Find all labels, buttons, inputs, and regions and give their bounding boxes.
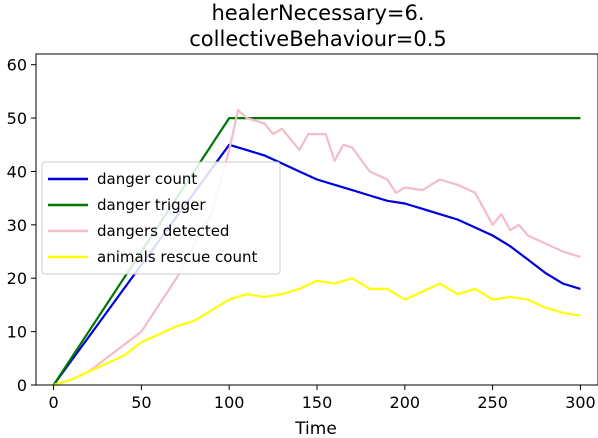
- x-tick-label: 250: [477, 393, 508, 412]
- series-line-danger-trigger: [52, 117, 581, 386]
- x-tick-label: 300: [565, 393, 596, 412]
- legend-label: dangers detected: [97, 222, 229, 240]
- x-tick-label: 100: [214, 393, 245, 412]
- x-axis-label: Time: [294, 419, 337, 438]
- x-tick-label: 50: [131, 393, 151, 412]
- y-tick-label: 30: [7, 216, 27, 235]
- x-tick-label: 150: [302, 393, 333, 412]
- y-tick-label: 0: [17, 376, 27, 395]
- series-line-dangers-detected: [53, 109, 581, 387]
- x-tick-label: 0: [48, 393, 58, 412]
- y-tick-label: 40: [7, 162, 27, 181]
- y-tick-label: 50: [7, 109, 27, 128]
- series-line-animals-rescue-count: [53, 277, 581, 387]
- y-tick-label: 20: [7, 269, 27, 288]
- y-tick-label: 10: [7, 323, 27, 342]
- y-axis: 0 10 20 30 40 50 60: [7, 56, 36, 395]
- y-tick-label: 60: [7, 56, 27, 75]
- legend-label: danger trigger: [97, 196, 206, 214]
- chart-title-line2: collectiveBehaviour=0.5: [189, 27, 447, 51]
- x-tick-label: 200: [390, 393, 421, 412]
- legend-label: danger count: [97, 170, 197, 188]
- chart-title-line1: healerNecessary=6.: [211, 1, 424, 25]
- legend-box: [41, 161, 281, 275]
- legend-label: animals rescue count: [97, 248, 257, 266]
- x-axis: 0 50 100 150 200 250 300: [48, 385, 596, 412]
- legend: danger count danger trigger dangers detect…: [41, 161, 281, 275]
